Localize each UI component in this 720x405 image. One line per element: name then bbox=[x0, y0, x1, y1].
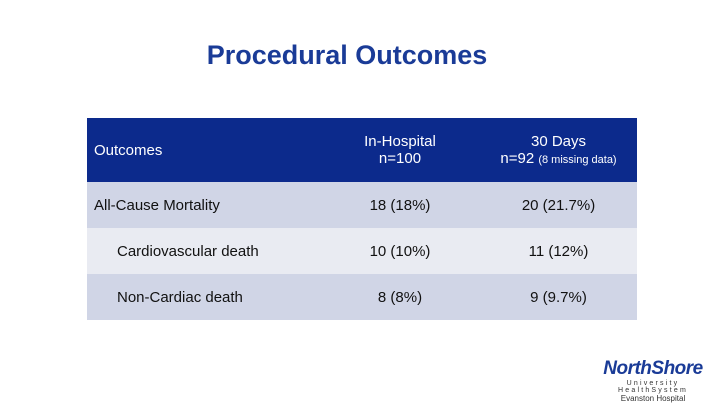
logo-site: Evanston Hospital bbox=[620, 394, 686, 403]
header-label: In-Hospital bbox=[364, 133, 436, 150]
header-n: n=92 bbox=[500, 150, 535, 167]
table-row: Non-Cardiac death 8 (8%) 9 (9.7%) bbox=[87, 274, 637, 320]
table-cell: 10 (10%) bbox=[320, 228, 480, 274]
outcomes-table: Outcomes In-Hospital n=100 30 Days n=92 … bbox=[87, 118, 637, 320]
table-cell: Cardiovascular death bbox=[87, 228, 320, 274]
table-body: All-Cause Mortality 18 (18%) 20 (21.7%) Car… bbox=[87, 182, 637, 320]
table-row: All-Cause Mortality 18 (18%) 20 (21.7%) bbox=[87, 182, 637, 228]
header-cell: 30 Days n=92 (8 missing data) bbox=[480, 118, 637, 182]
header-cell: Outcomes bbox=[87, 118, 320, 182]
header-row: Outcomes In-Hospital n=100 30 Days n=92 … bbox=[87, 118, 637, 182]
table-cell: Non-Cardiac death bbox=[87, 274, 320, 320]
logo-name: NorthShore bbox=[603, 358, 703, 379]
header-n-line: n=92 (8 missing data) bbox=[481, 150, 636, 167]
table-cell: 11 (12%) bbox=[480, 228, 637, 274]
slide-title: Procedural Outcomes bbox=[206, 40, 488, 70]
header-note: (8 missing data) bbox=[538, 154, 617, 166]
header-n: n=100 bbox=[378, 150, 422, 167]
table-cell: 20 (21.7%) bbox=[480, 182, 637, 228]
table-row: Cardiovascular death 10 (10%) 11 (12%) bbox=[87, 228, 637, 274]
table-cell: 18 (18%) bbox=[320, 182, 480, 228]
header-cell: In-Hospital n=100 bbox=[320, 118, 480, 182]
logo: NorthShore University HealthSystem Evans… bbox=[590, 358, 716, 403]
table-cell: All-Cause Mortality bbox=[87, 182, 320, 228]
header-label: 30 Days bbox=[530, 133, 587, 150]
table-cell: 8 (8%) bbox=[320, 274, 480, 320]
table-cell: 9 (9.7%) bbox=[480, 274, 637, 320]
logo-subtitle: University HealthSystem bbox=[618, 380, 688, 394]
